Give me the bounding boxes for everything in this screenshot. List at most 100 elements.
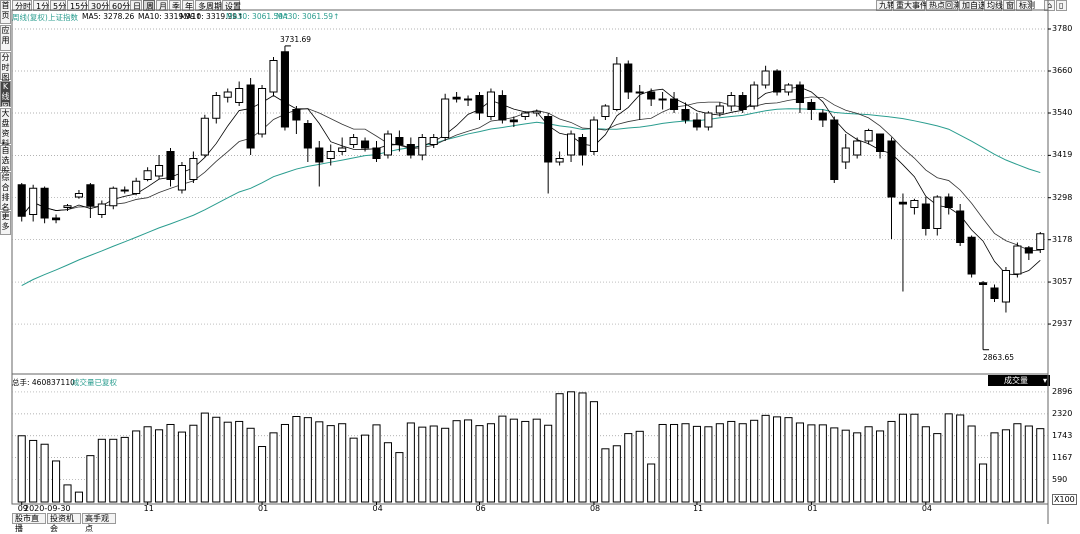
candle-body [887,140,896,198]
bottom-tab-0[interactable]: 股市直播 [12,513,46,533]
candle-body [429,137,438,145]
bottom-tab-1[interactable]: 投资机会 [47,513,81,533]
candle-body [40,187,49,219]
price-tick-label: 3178 [1052,234,1073,244]
left-nav-7[interactable]: 更多 [0,211,11,235]
candle-body [406,144,415,156]
left-nav-0[interactable]: 首页 [0,0,11,24]
candle-body [189,158,198,180]
volume-indicator-select[interactable]: 成交量 ▾ [988,375,1050,386]
close-icon[interactable]: ▯ [1056,0,1067,11]
candle-body [155,165,164,177]
left-nav-1[interactable]: 应用 [0,25,11,51]
candle-body [612,63,621,110]
left-nav-2[interactable]: 分时图 [0,52,11,82]
candle-body [578,137,587,156]
left-nav-6[interactable]: 综合排名 [0,172,11,212]
volume-bar [292,416,301,503]
volume-bar [315,421,324,503]
left-nav-3[interactable]: K线图 [0,81,11,111]
date-label: 06 [475,504,486,513]
candle-body [486,91,495,117]
volume-bar [578,392,587,503]
candle-body [635,91,644,94]
bottom-tab-2[interactable]: 高手观点 [82,513,116,533]
volume-tick-label: 1743 [1052,430,1073,440]
volume-bar [727,420,736,503]
candle-body [498,95,507,121]
candle-body [292,109,301,121]
candle-body [818,112,827,121]
volume-bar [773,416,782,503]
date-label: 09 [17,504,28,513]
candle-body [120,189,129,192]
date-label: 11 [692,504,704,513]
price-tick-label: 3057 [1052,277,1073,287]
volume-bar [944,413,953,503]
candle-body [670,98,679,110]
candle-body [235,88,244,103]
volume-bar [830,427,839,503]
candle-body [830,119,839,180]
ma10-value-2: MA10: 3319.99↑ [180,12,244,21]
candle-body [933,196,942,229]
candle-body [383,133,392,156]
volume-bar [200,412,209,503]
volume-bar [246,427,255,503]
candle-body [338,147,347,152]
candle-body [223,91,232,98]
candle-body [864,130,873,142]
volume-bar [555,393,564,503]
lock-icon[interactable]: ⌂ [1044,0,1055,11]
candle-body [280,51,289,128]
volume-bar [635,430,644,503]
volume-bar [303,417,312,503]
left-nav-5[interactable]: 自选股 [0,145,11,175]
candle-body [166,151,175,180]
candle-body [212,95,221,119]
volume-bar [372,424,381,503]
low-annotation: 2863.65 [983,353,1015,362]
candle-body [773,70,782,93]
volume-tick-label: 1167 [1052,452,1073,462]
volume-bar [876,430,885,503]
candle-body [841,147,850,163]
date-label: 08 [589,504,601,513]
volume-bar [750,419,759,503]
candle-body [738,95,747,110]
candle-body [853,140,862,156]
candle-body [464,98,473,101]
candle-body [1013,245,1022,275]
candle-body [521,112,530,117]
candle-body [692,119,701,128]
volume-bar [670,423,679,503]
candle-body [727,95,736,107]
volume-bar [498,415,507,503]
volume-bar [1001,429,1010,503]
candle-body [910,200,919,208]
date-label: 04 [372,504,383,513]
volume-bar [52,460,61,503]
price-tick-label: 3419 [1052,150,1073,160]
candle-body [807,102,816,110]
price-tick-label: 3298 [1052,192,1073,202]
left-nav-4[interactable]: 大盘资料 [0,108,11,148]
volume-bar [235,420,244,503]
candle-body [1036,233,1045,250]
price-tick-label: 2937 [1052,319,1073,329]
volume-bar [864,426,873,503]
candle-body [177,165,186,191]
chart-period-label: 周线(复权) [12,13,48,22]
volume-bar [956,414,965,503]
candle-body [658,98,667,101]
index-name: 上证指数 [48,13,78,22]
candle-body [647,91,656,100]
candle-body [258,88,267,135]
candle-body [979,282,988,285]
volume-bar [177,431,186,503]
candle-body [624,63,633,93]
volume-bar [589,401,598,503]
candle-body [29,187,38,215]
